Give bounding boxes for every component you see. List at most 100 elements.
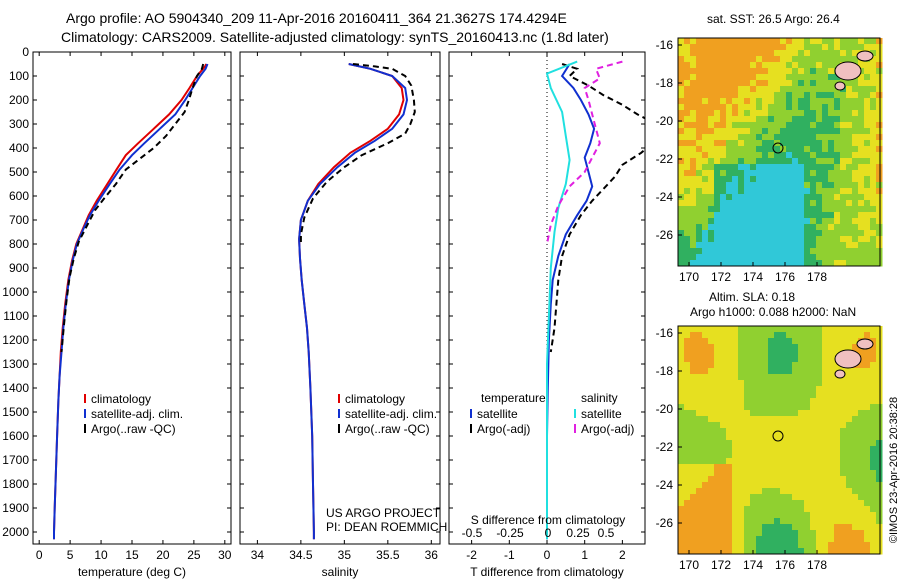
map-cell xyxy=(828,110,835,117)
map-cell xyxy=(732,128,739,135)
map-cell xyxy=(792,410,799,417)
map-cell xyxy=(756,200,763,207)
map-cell xyxy=(852,134,859,141)
map-y-tick-label: -22 xyxy=(656,440,674,454)
map-cell xyxy=(828,104,835,111)
map-cell xyxy=(828,500,835,507)
map-cell xyxy=(678,158,685,165)
map-cell xyxy=(684,50,691,57)
map-cell xyxy=(744,206,751,213)
map-cell xyxy=(696,146,703,153)
map-cell xyxy=(798,152,805,159)
map-cell xyxy=(696,260,703,267)
map-cell xyxy=(780,368,787,375)
map-cell xyxy=(690,110,697,117)
map-cell xyxy=(720,44,727,51)
map-cell xyxy=(768,44,775,51)
map-cell xyxy=(702,80,709,87)
plot-frame xyxy=(32,51,232,545)
x-tick-label: 20 xyxy=(156,548,170,562)
map-cell xyxy=(750,242,757,249)
map-cell xyxy=(702,362,709,369)
map-x-tick-label: 176 xyxy=(775,270,795,284)
map-cell xyxy=(870,188,877,195)
map-cell xyxy=(744,470,751,477)
map-cell xyxy=(690,86,697,93)
salinity-panel: 34 34.5 35 35.5 36salinityclimatologysatelli… xyxy=(239,51,447,579)
map-cell xyxy=(822,86,829,93)
map-cell xyxy=(726,116,733,123)
map-cell xyxy=(768,344,775,351)
map-cell xyxy=(678,74,685,81)
map-cell xyxy=(762,434,769,441)
map-cell xyxy=(864,386,871,393)
map-cell xyxy=(714,488,721,495)
map-cell xyxy=(870,476,877,483)
map-cell xyxy=(834,242,841,249)
map-cell xyxy=(876,236,883,243)
map-cell xyxy=(870,80,877,87)
map-cell xyxy=(768,326,775,333)
x-tick-label: 25 xyxy=(187,548,201,562)
map-cell xyxy=(678,428,685,435)
map-cell xyxy=(684,86,691,93)
map-cell xyxy=(780,404,787,411)
map-cell xyxy=(732,68,739,75)
map-cell xyxy=(696,494,703,501)
map-cell xyxy=(846,338,853,345)
map-cell xyxy=(870,500,877,507)
map-cell xyxy=(684,332,691,339)
map-cell xyxy=(684,410,691,417)
map-cell xyxy=(876,56,883,63)
map-cell xyxy=(738,494,745,501)
map-cell xyxy=(768,188,775,195)
map-cell xyxy=(762,410,769,417)
map-cell xyxy=(858,326,865,333)
map-cell xyxy=(708,194,715,201)
map-cell xyxy=(864,38,871,45)
map-cell xyxy=(714,248,721,255)
map-cell xyxy=(846,212,853,219)
map-cell xyxy=(774,458,781,465)
map-cell xyxy=(870,458,877,465)
map-cell xyxy=(696,110,703,117)
map-cell xyxy=(870,224,877,231)
map-cell xyxy=(870,464,877,471)
map-cell xyxy=(780,470,787,477)
map-cell xyxy=(870,530,877,537)
map-cell xyxy=(726,218,733,225)
map-cell xyxy=(750,398,757,405)
map-cell xyxy=(804,158,811,165)
map-cell xyxy=(690,452,697,459)
map-cell xyxy=(726,194,733,201)
map-cell xyxy=(792,392,799,399)
map-y-tick-label: -26 xyxy=(656,516,674,530)
map-cell xyxy=(846,416,853,423)
map-x-tick-label: 174 xyxy=(743,270,763,284)
map-cell xyxy=(756,506,763,513)
map-cell xyxy=(762,350,769,357)
map-cell xyxy=(828,416,835,423)
map-cell xyxy=(750,518,757,525)
map-cell xyxy=(744,500,751,507)
map-cell xyxy=(762,416,769,423)
map-cell xyxy=(870,482,877,489)
map-cell xyxy=(810,440,817,447)
map-cell xyxy=(876,326,883,333)
map-cell xyxy=(870,110,877,117)
map-cell xyxy=(780,326,787,333)
map-cell xyxy=(792,386,799,393)
map-cell xyxy=(870,452,877,459)
map-cell xyxy=(876,500,883,507)
map-cell xyxy=(708,242,715,249)
map-cell xyxy=(810,410,817,417)
map-cell xyxy=(762,470,769,477)
map-cell xyxy=(810,416,817,423)
map-cell xyxy=(732,386,739,393)
map-cell xyxy=(744,404,751,411)
map-cell xyxy=(756,452,763,459)
map-cell xyxy=(690,536,697,543)
map-cell xyxy=(840,536,847,543)
map-cell xyxy=(684,350,691,357)
map-cell xyxy=(864,92,871,99)
